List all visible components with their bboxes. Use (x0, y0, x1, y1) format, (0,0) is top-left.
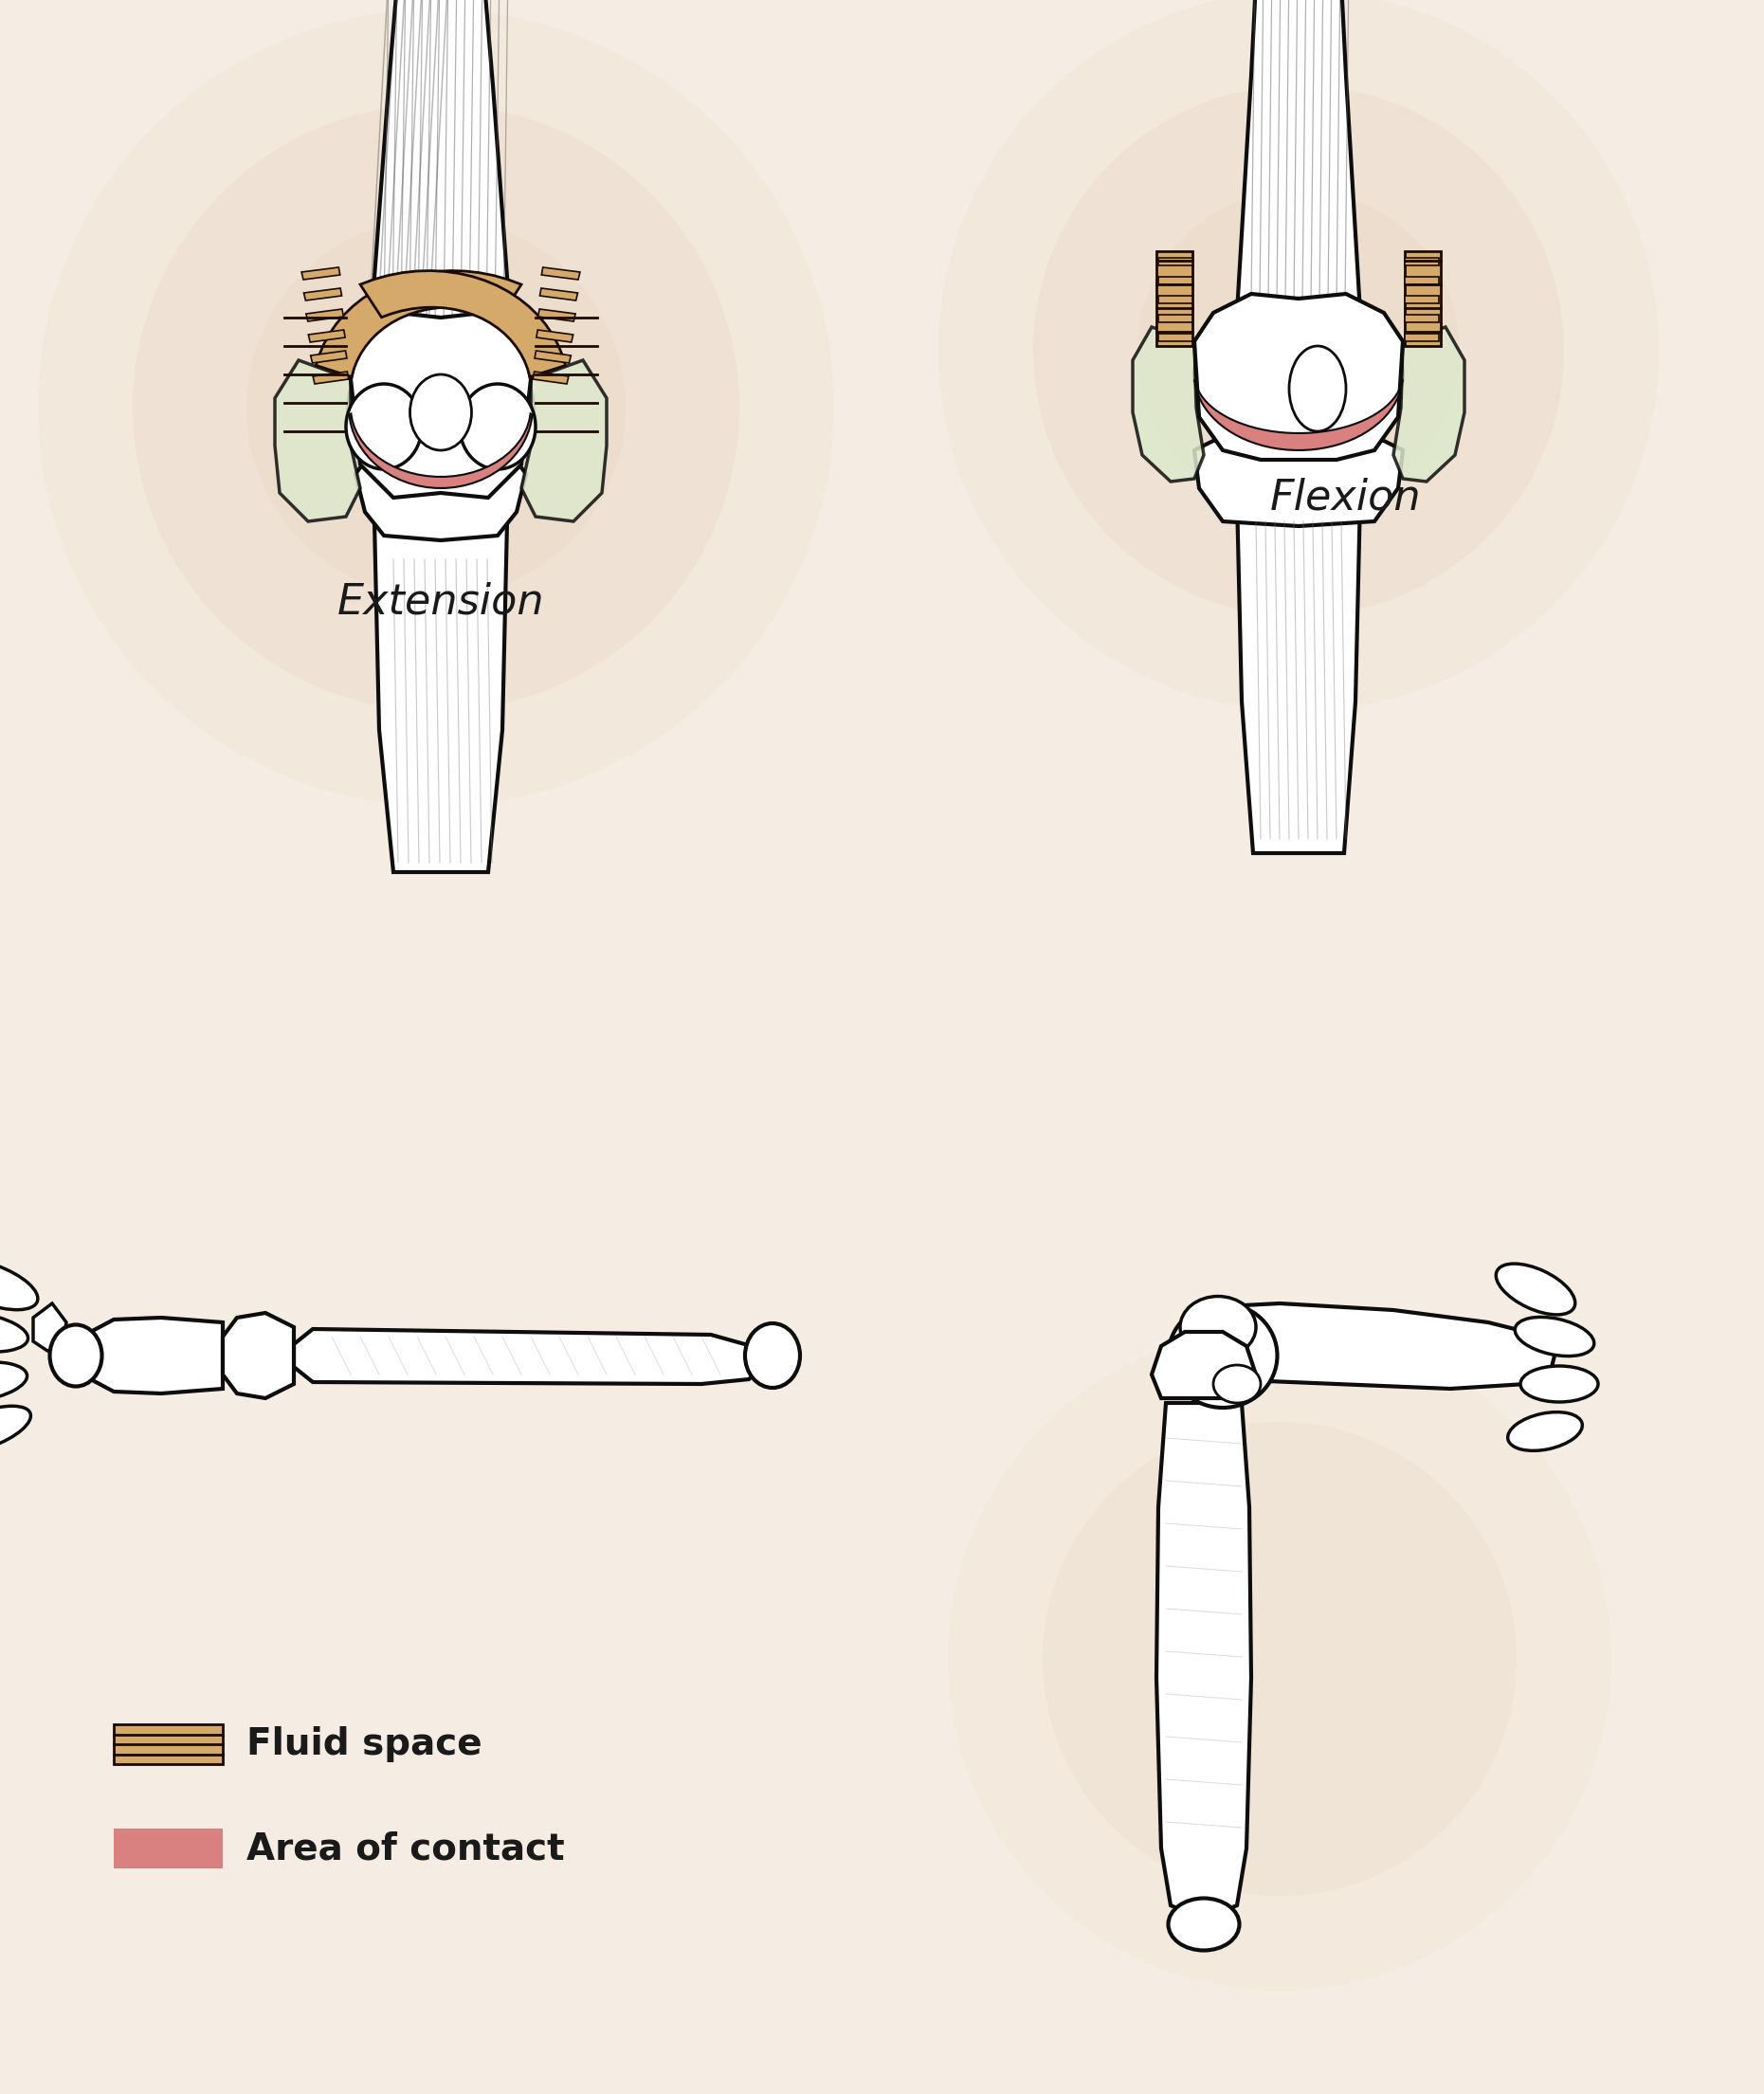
Ellipse shape (409, 375, 471, 450)
Ellipse shape (0, 1311, 28, 1353)
Ellipse shape (0, 1258, 37, 1309)
Ellipse shape (346, 383, 422, 469)
Polygon shape (1189, 1302, 1554, 1388)
Ellipse shape (1515, 1317, 1595, 1357)
Text: Area of contact: Area of contact (247, 1830, 564, 1866)
Polygon shape (309, 331, 346, 341)
Ellipse shape (744, 1323, 801, 1388)
Polygon shape (538, 310, 575, 320)
Bar (113, 1828, 222, 1868)
Circle shape (1043, 1422, 1517, 1895)
Polygon shape (522, 360, 607, 521)
Ellipse shape (1168, 1302, 1277, 1407)
Polygon shape (1194, 436, 1402, 526)
Polygon shape (316, 270, 522, 377)
Ellipse shape (348, 327, 533, 488)
Ellipse shape (0, 1361, 26, 1403)
Ellipse shape (49, 1326, 102, 1386)
Polygon shape (1394, 327, 1464, 482)
Polygon shape (1404, 295, 1439, 304)
Polygon shape (349, 415, 533, 488)
Polygon shape (305, 310, 344, 320)
Ellipse shape (1214, 1365, 1261, 1403)
Ellipse shape (1194, 299, 1402, 450)
Circle shape (938, 0, 1658, 712)
Polygon shape (1159, 276, 1192, 285)
Ellipse shape (1289, 346, 1346, 431)
Polygon shape (1404, 258, 1439, 266)
Circle shape (37, 10, 834, 806)
Polygon shape (222, 1313, 295, 1399)
Polygon shape (1157, 251, 1192, 346)
Polygon shape (542, 268, 580, 281)
Polygon shape (1159, 314, 1192, 322)
Polygon shape (351, 312, 531, 498)
Polygon shape (302, 268, 340, 281)
Text: Extension: Extension (337, 582, 545, 622)
Polygon shape (356, 450, 526, 540)
Polygon shape (275, 360, 360, 521)
Polygon shape (536, 331, 573, 341)
Polygon shape (303, 289, 342, 302)
Polygon shape (1404, 251, 1441, 346)
Bar (113, 1723, 222, 1763)
Polygon shape (312, 371, 349, 383)
Polygon shape (310, 350, 348, 362)
Polygon shape (1157, 1403, 1251, 1920)
Ellipse shape (1496, 1263, 1575, 1315)
Polygon shape (1159, 258, 1192, 266)
Circle shape (247, 218, 626, 597)
Polygon shape (370, 0, 512, 341)
Text: Fluid space: Fluid space (247, 1725, 482, 1763)
Ellipse shape (460, 383, 536, 469)
Polygon shape (540, 289, 579, 302)
Circle shape (1034, 86, 1565, 616)
Polygon shape (1152, 1332, 1256, 1399)
Polygon shape (1237, 498, 1360, 852)
Polygon shape (1132, 327, 1203, 482)
Polygon shape (374, 521, 506, 871)
Ellipse shape (1168, 1899, 1240, 1950)
Circle shape (132, 105, 739, 712)
Circle shape (947, 1328, 1611, 1991)
Polygon shape (1194, 293, 1402, 461)
Text: Flexion: Flexion (1270, 477, 1422, 517)
Ellipse shape (1508, 1411, 1582, 1451)
Polygon shape (1159, 295, 1192, 304)
Circle shape (1138, 191, 1461, 511)
Polygon shape (34, 1302, 67, 1351)
Polygon shape (295, 1330, 766, 1384)
Polygon shape (533, 371, 568, 383)
Polygon shape (1159, 333, 1192, 341)
Polygon shape (81, 1317, 222, 1393)
Ellipse shape (0, 1405, 30, 1453)
Polygon shape (360, 270, 566, 377)
Polygon shape (1404, 314, 1439, 322)
Polygon shape (1237, 0, 1360, 312)
Ellipse shape (1521, 1365, 1598, 1403)
Ellipse shape (1180, 1296, 1256, 1357)
Polygon shape (534, 350, 572, 362)
Polygon shape (1404, 276, 1439, 285)
Polygon shape (1404, 333, 1439, 341)
Polygon shape (1194, 379, 1402, 450)
